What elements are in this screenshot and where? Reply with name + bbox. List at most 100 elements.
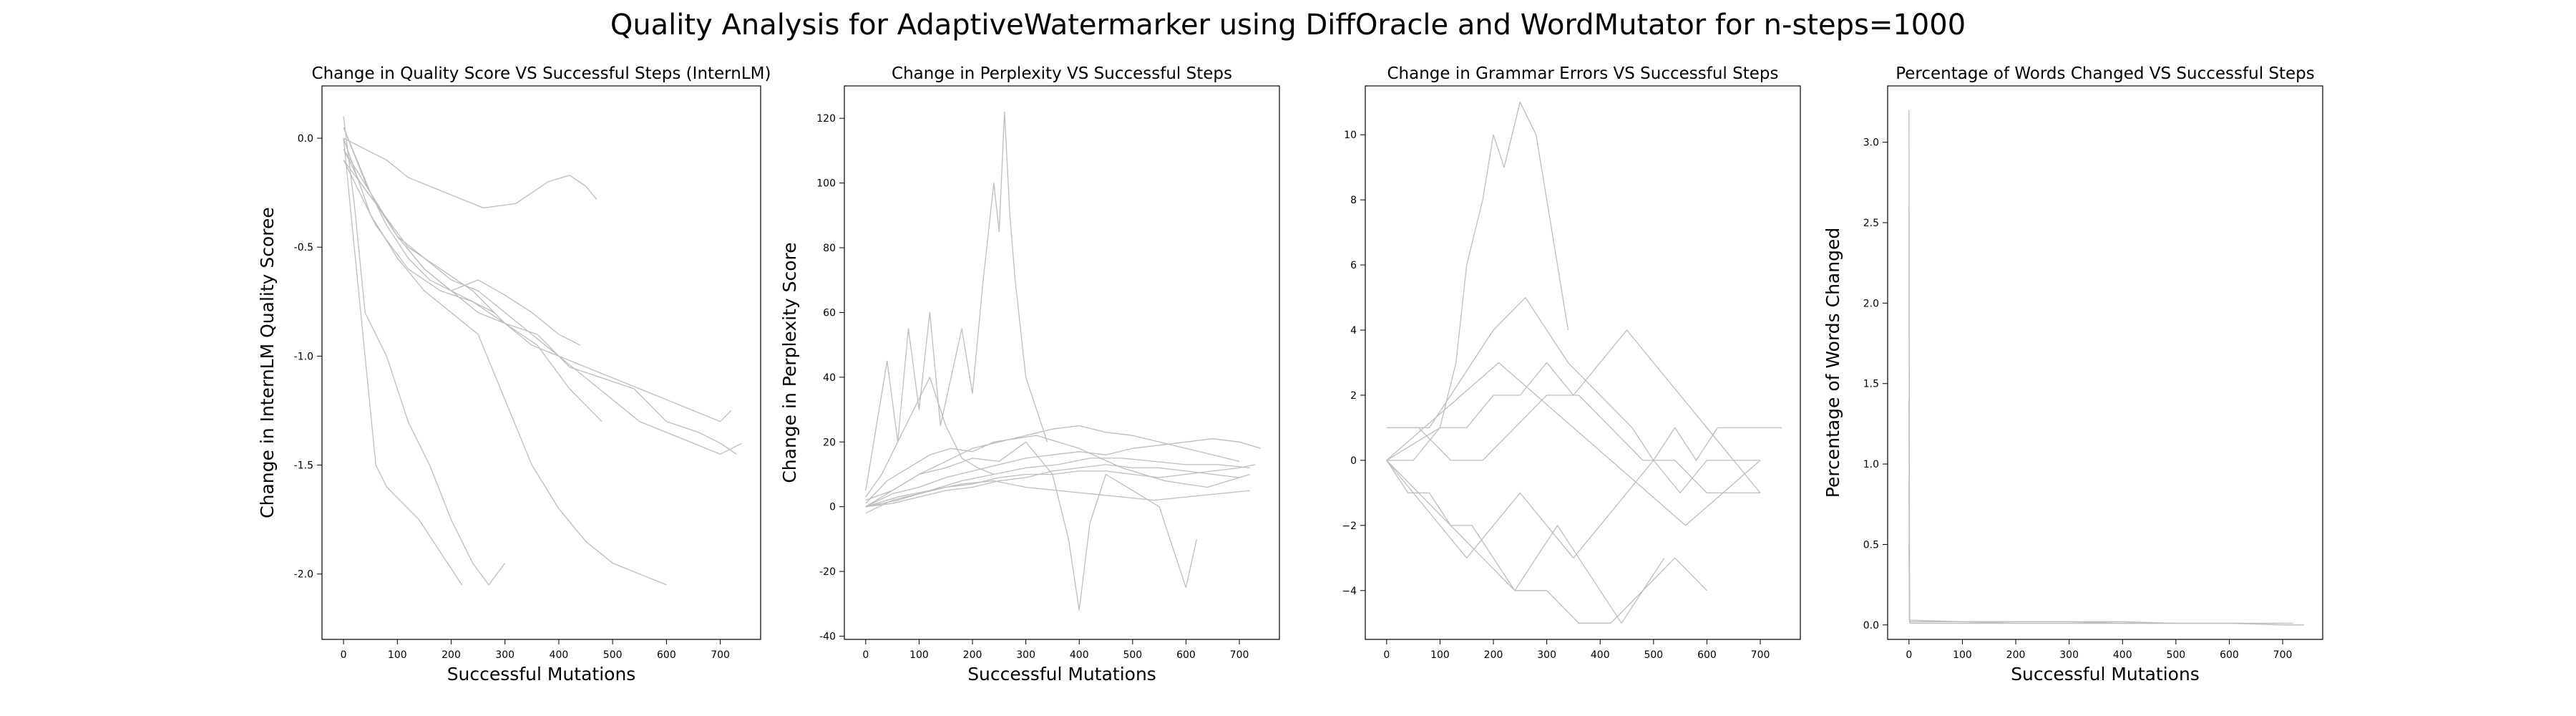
series-line-8 (1386, 362, 1761, 526)
axes-frame (321, 85, 761, 640)
x-axis-label: Successful Mutations (2011, 664, 2200, 684)
x-tick-label: 500 (603, 649, 623, 661)
series-group (1386, 102, 1782, 624)
x-tick-label: 500 (2166, 649, 2185, 661)
series-group (865, 111, 1262, 611)
chart-title: Percentage of Words Changed VS Successfu… (1896, 64, 2315, 83)
series-line-1 (865, 438, 1262, 508)
series-line-10 (865, 480, 1251, 508)
series-line-4 (1386, 460, 1707, 624)
x-tick-label: 300 (2059, 649, 2079, 661)
x-tick-label: 200 (1484, 649, 1503, 661)
y-tick-label: 1.0 (1863, 459, 1879, 470)
series-line-7 (865, 435, 1251, 504)
x-tick-label: 0 (862, 649, 869, 661)
y-tick-label: -0.5 (294, 242, 313, 253)
y-tick-label: 0 (1350, 455, 1357, 467)
y-axis-label: Percentage of Words Changed (1823, 228, 1843, 498)
y-axis-label: Change in InternLM Quality Scoree (257, 207, 278, 518)
axes-frame (1365, 85, 1801, 640)
axes-frame (1887, 85, 2323, 640)
chart-title: Change in Quality Score VS Successful St… (312, 64, 771, 83)
series-line-2 (865, 458, 1251, 508)
x-tick-label: 0 (1906, 649, 1912, 661)
y-tick-label: -1.0 (294, 351, 313, 362)
chart-title: Change in Perplexity VS Successful Steps (892, 64, 1232, 83)
y-tick-label: 120 (816, 113, 836, 125)
x-tick-label: 600 (2220, 649, 2239, 661)
x-tick-label: 600 (657, 649, 676, 661)
chart-panel-4: 0 100 200 300 400 500 600 700 0.0 0.5 1.0 1.5 2.0 2.5… (1823, 64, 2323, 684)
y-tick-label: 2.5 (1863, 218, 1879, 229)
x-tick-label: 700 (1230, 649, 1249, 661)
y-tick-label: -2.0 (294, 569, 313, 581)
series-group (1908, 110, 2304, 626)
chart-title: Change in Grammar Errors VS Successful S… (1387, 64, 1778, 83)
x-tick-label: 600 (1697, 649, 1717, 661)
series-line-2 (1908, 206, 2245, 624)
y-tick-label: 4 (1350, 325, 1357, 337)
series-line-8 (343, 137, 463, 586)
y-tick-label: 1.5 (1863, 379, 1879, 390)
x-tick-label: 400 (1591, 649, 1610, 661)
y-tick-label: 8 (1350, 195, 1357, 206)
y-tick-label: 40 (823, 372, 836, 384)
y-tick-label: −4 (1342, 586, 1357, 597)
x-tick-label: 0 (341, 649, 347, 661)
series-line-9 (343, 148, 742, 455)
series-line-2 (1386, 296, 1782, 461)
y-tick-label: 60 (823, 307, 836, 319)
x-tick-label: 300 (1016, 649, 1035, 661)
y-tick-label: -20 (819, 566, 836, 578)
y-tick-label: 6 (1350, 260, 1357, 271)
y-tick-label: 2 (1350, 390, 1357, 402)
series-line-9 (865, 377, 995, 498)
series-line-3 (865, 111, 1048, 491)
series-line-6 (343, 137, 667, 586)
series-line-1 (343, 137, 597, 209)
axes-frame (844, 85, 1280, 640)
series-line-1 (1386, 102, 1569, 461)
figure-suptitle: Quality Analysis for AdaptiveWatermarker… (610, 9, 1966, 42)
chart-panel-2: 0 100 200 300 400 500 600 700 -40 -20 0 20 40 60 80 100… (779, 64, 1280, 684)
series-line-5 (865, 441, 1198, 611)
series-line-4 (343, 116, 506, 586)
x-tick-label: 200 (2006, 649, 2026, 661)
series-line-10 (343, 160, 602, 422)
chart-panel-3: 0 100 200 300 400 500 600 700 −4 −2 0 2 4 6 8 10 Change … (1342, 64, 1801, 661)
series-line-1 (1908, 110, 2304, 626)
y-axis-label: Change in Perplexity Score (779, 242, 800, 483)
chart-panel-1: 0 100 200 300 400 500 600 700 -2.0 -1.5 -1.0 -0.5 0.… (257, 64, 771, 684)
x-tick-label: 700 (1751, 649, 1770, 661)
x-tick-label: 100 (388, 649, 407, 661)
x-tick-label: 400 (550, 649, 569, 661)
y-tick-label: 0.0 (1863, 620, 1879, 632)
x-tick-label: 500 (1123, 649, 1142, 661)
x-tick-label: 100 (1953, 649, 1972, 661)
x-tick-label: 700 (711, 649, 730, 661)
x-tick-label: 300 (495, 649, 514, 661)
x-tick-label: 0 (1383, 649, 1390, 661)
series-line-2 (343, 149, 581, 346)
series-line-5 (1908, 544, 2176, 624)
y-tick-label: -40 (819, 631, 836, 642)
x-axis-label: Successful Mutations (967, 664, 1156, 684)
x-tick-label: 100 (1430, 649, 1450, 661)
y-tick-label: 0 (829, 502, 836, 513)
series-line-4 (865, 425, 1240, 501)
x-tick-label: 200 (441, 649, 461, 661)
series-line-5 (343, 160, 737, 455)
x-axis-label: Successful Mutations (447, 664, 636, 684)
x-tick-label: 200 (963, 649, 982, 661)
y-tick-label: 10 (1344, 130, 1357, 141)
y-tick-label: 80 (823, 243, 836, 254)
series-group (343, 116, 742, 586)
series-line-8 (865, 464, 1240, 508)
series-line-3 (1386, 460, 1760, 558)
x-tick-label: 300 (1537, 649, 1556, 661)
x-tick-label: 100 (909, 649, 929, 661)
x-tick-label: 700 (2273, 649, 2293, 661)
series-line-3 (1908, 400, 2283, 624)
x-tick-label: 400 (1070, 649, 1089, 661)
